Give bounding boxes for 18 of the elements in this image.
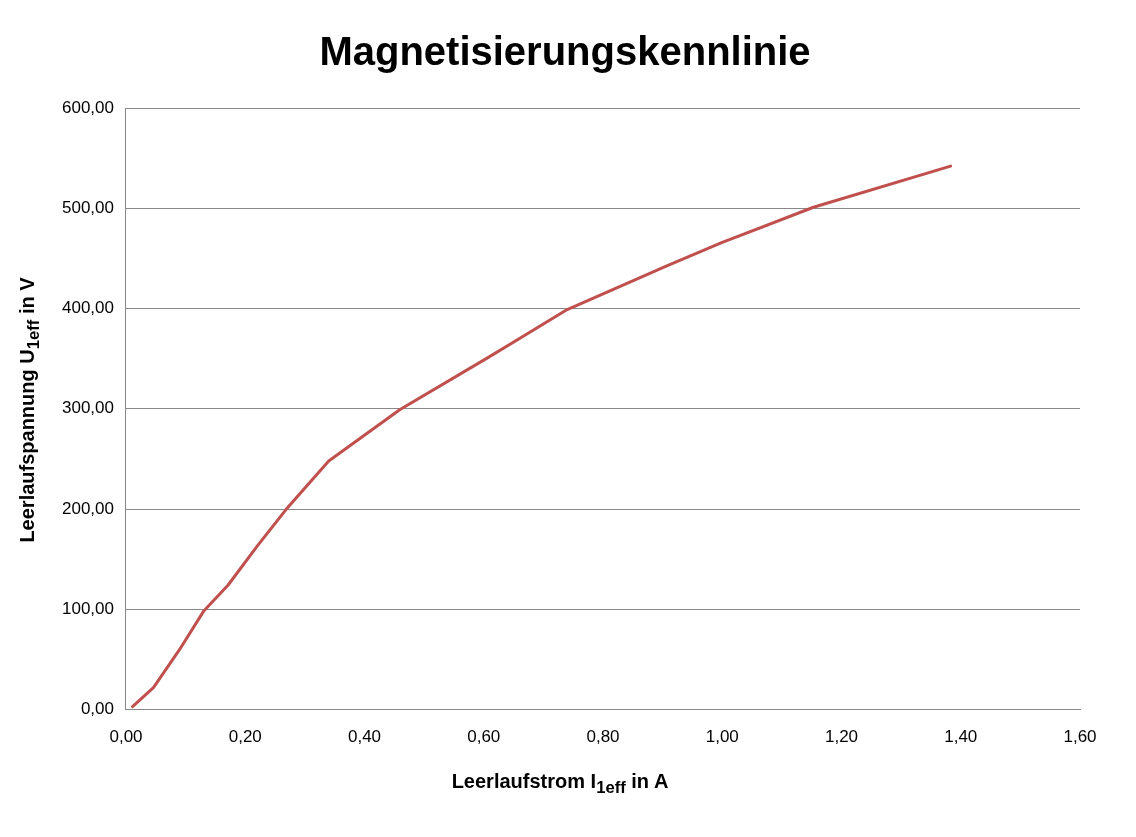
x-tick-label: 1,00: [705, 727, 739, 747]
x-tick-label: 0,80: [586, 727, 620, 747]
x-tick-label: 0,00: [109, 727, 143, 747]
x-tick-label: 0,60: [467, 727, 501, 747]
x-tick-label: 0,20: [228, 727, 262, 747]
y-tick-label: 300,00: [62, 398, 114, 418]
x-tick-label: 0,40: [347, 727, 382, 747]
x-axis-title: Leerlaufstrom I$_{1eff}$ in A: [450, 770, 670, 798]
y-tick-label: 400,00: [62, 298, 114, 318]
x-tick-label: 1,20: [824, 727, 859, 747]
y-tick-label: 0,00: [80, 699, 114, 719]
y-tick-label: 600,00: [62, 97, 114, 117]
y-tick-label: 500,00: [62, 197, 114, 217]
y-tick-label: 100,00: [62, 599, 114, 619]
y-tick-label: 200,00: [62, 498, 114, 518]
x-tick-label: 1,40: [944, 727, 978, 747]
x-tick-label: 1,60: [1063, 727, 1097, 747]
chart-title: Magnetisierungskennlinie: [319, 29, 811, 74]
